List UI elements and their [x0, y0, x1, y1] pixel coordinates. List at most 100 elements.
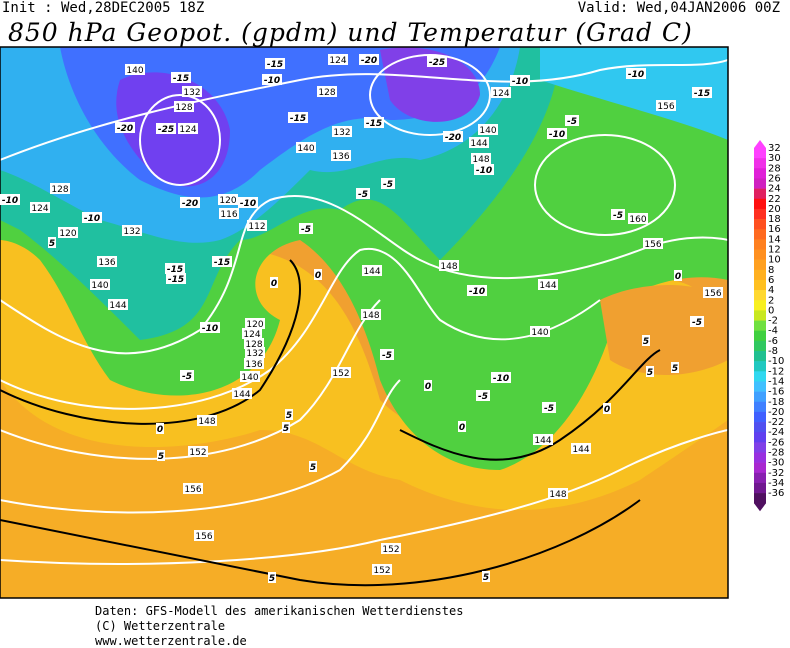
geopotential-label-box [174, 101, 194, 112]
geopotential-label-box [245, 347, 265, 358]
geopotential-label-box [188, 446, 208, 457]
temperature-label: 5 [647, 368, 653, 378]
geopotential-label: 128 [175, 103, 192, 113]
geopotential-label: 132 [333, 128, 350, 138]
geopotential-label: 156 [184, 485, 201, 495]
temperature-label-box [646, 366, 654, 377]
temperature-label-box [238, 197, 258, 208]
geopotential-label: 132 [183, 88, 200, 98]
temperature-label-box [288, 112, 308, 123]
geopotential-label: 152 [332, 369, 349, 379]
geopotential-label-box [628, 213, 648, 224]
temperature-label: 0 [271, 279, 277, 289]
legend-swatch [754, 462, 766, 474]
legend-label: -16 [768, 387, 784, 398]
temperature-label: 5 [286, 411, 292, 421]
footer-line: Daten: GFS-Modell des amerikanischen Wet… [95, 604, 464, 618]
legend-label: -28 [768, 448, 784, 459]
geopotential-label-box [125, 64, 145, 75]
temperature-label: 0 [675, 272, 681, 282]
geopotential-label-box [331, 367, 351, 378]
temperature-label-box [156, 123, 176, 134]
geopotential-label-box [381, 543, 401, 554]
temperature-label: -15 [173, 74, 189, 84]
geopotential-label: 152 [382, 545, 399, 555]
geopotential-label: 152 [189, 448, 206, 458]
temperature-label-box [262, 74, 282, 85]
geopotential-label: 136 [98, 258, 115, 268]
geopotential-label-box [50, 183, 70, 194]
temperature-label: 5 [269, 574, 275, 584]
legend-swatch [754, 361, 766, 372]
geopotential-label: 144 [233, 390, 250, 400]
legend-label: -4 [768, 326, 778, 337]
geopotential-label: 148 [549, 490, 566, 500]
temperature-label-box [309, 461, 317, 472]
geopotential-label: 156 [704, 289, 721, 299]
temperature-label-box [427, 56, 447, 67]
geopotential-label-box [317, 86, 337, 97]
legend-swatch [754, 482, 766, 494]
temperature-label-box [491, 372, 511, 383]
legend-swatch [754, 198, 766, 210]
geopotential-label: 120 [219, 196, 236, 206]
legend-label: -34 [768, 478, 784, 489]
legend-swatch [754, 279, 766, 291]
geopotential-label-box [90, 279, 110, 290]
map-title: 850 hPa Geopot. (gpdm) und Temperatur (G… [8, 18, 693, 47]
temperature-label-box [476, 390, 490, 401]
temperature-label-box [611, 209, 625, 220]
temperature-label-box [285, 409, 293, 420]
temperature-label-box [381, 178, 395, 189]
geopotential-label-box [530, 326, 550, 337]
temperature-label: -10 [202, 324, 218, 334]
legend-swatch [754, 168, 766, 179]
temperature-label-box [626, 68, 646, 79]
temperature-label-box [603, 403, 611, 414]
temperature-label: -10 [476, 166, 492, 176]
legend-swatch [754, 452, 766, 463]
geopotential-label: 144 [109, 301, 126, 311]
temperature-label: -15 [366, 119, 382, 129]
temperature-label-box [165, 263, 185, 274]
footer-line: (C) Wetterzentrale [95, 619, 226, 633]
geopotential-label: 148 [362, 311, 379, 321]
geopotential-label: 120 [59, 229, 76, 239]
geopotential-label-box [478, 124, 498, 135]
temperature-label-box [510, 75, 530, 86]
geopotential-label-box [122, 225, 142, 236]
geopotential-label-box [538, 279, 558, 290]
temperature-label: -15 [694, 89, 710, 99]
legend-label: 4 [768, 285, 774, 296]
legend-label: 22 [768, 194, 781, 205]
legend-swatch [754, 259, 766, 271]
temperature-label: -10 [84, 214, 100, 224]
legend-swatch [754, 249, 766, 260]
geopotential-label: 124 [179, 125, 196, 135]
geopotential-label: 148 [198, 417, 215, 427]
temperature-label-box [0, 194, 20, 205]
temperature-label-box [458, 421, 466, 432]
temperature-label-box [443, 131, 463, 142]
geopotential-label-box [183, 483, 203, 494]
legend-label: -24 [768, 427, 784, 438]
footer-line: www.wetterzentrale.de [95, 634, 247, 648]
legend-swatch [754, 158, 766, 169]
geopotential-label: 136 [332, 152, 349, 162]
temperature-label-box [565, 115, 579, 126]
geopotential-label-box [245, 318, 265, 329]
legend-label: -26 [768, 437, 784, 448]
geopotential-label-box [362, 265, 382, 276]
temperature-label: -20 [117, 124, 133, 134]
legend-label: -20 [768, 407, 784, 418]
temperature-label: -10 [240, 199, 256, 209]
temperature-label: -15 [167, 265, 183, 275]
legend-label: 14 [768, 234, 781, 245]
geopotential-label: 124 [329, 56, 346, 66]
geopotential-label: 156 [644, 240, 661, 250]
legend-swatch [754, 401, 766, 413]
geopotential-label: 144 [539, 281, 556, 291]
temperature-label-box [268, 572, 276, 583]
init-time: Init : Wed,28DEC2005 18Z [2, 0, 205, 16]
